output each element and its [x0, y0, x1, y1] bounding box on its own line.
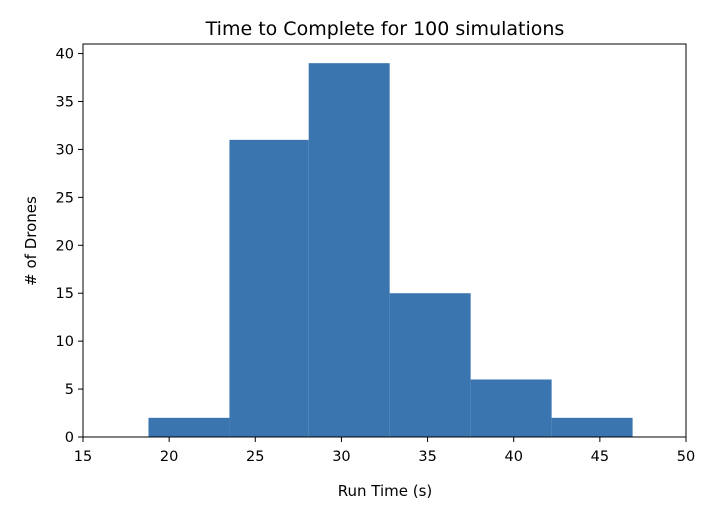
- y-tick-label: 15: [56, 286, 74, 302]
- x-tick-label: 15: [74, 449, 92, 465]
- y-tick-label: 35: [56, 95, 74, 111]
- y-tick-label: 0: [65, 430, 74, 446]
- x-tick-label: 30: [332, 449, 350, 465]
- y-tick-label: 30: [56, 142, 74, 158]
- histogram-bar-2: [229, 139, 309, 438]
- y-tick-label: 10: [56, 334, 74, 350]
- x-tick-label: 35: [418, 449, 436, 465]
- y-tick-label: 5: [65, 382, 74, 398]
- histogram-bar-6: [551, 417, 633, 437]
- histogram-bar-1: [148, 417, 230, 437]
- x-tick-label: 40: [504, 449, 522, 465]
- histogram-bar-4: [389, 293, 471, 437]
- x-axis-ticks: 15 20 25 30 35 40 45 50: [74, 437, 695, 465]
- y-tick-label: 40: [56, 47, 74, 63]
- x-tick-label: 20: [160, 449, 178, 465]
- y-axis-label: # of Drones: [22, 196, 40, 286]
- y-tick-label: 25: [56, 190, 74, 206]
- x-tick-label: 45: [591, 449, 609, 465]
- plot-frame: [82, 43, 687, 438]
- histogram-bar-3: [308, 63, 390, 438]
- y-axis-ticks: 0 5 10 15 20 25 30 35 40: [56, 47, 83, 446]
- x-axis-label: Run Time (s): [338, 482, 433, 500]
- x-tick-label: 50: [677, 449, 695, 465]
- bars-group: [148, 63, 633, 438]
- chart-title: Time to Complete for 100 simulations: [205, 18, 565, 40]
- y-tick-label: 20: [56, 238, 74, 254]
- histogram-bar-5: [470, 379, 552, 437]
- x-tick-label: 25: [246, 449, 264, 465]
